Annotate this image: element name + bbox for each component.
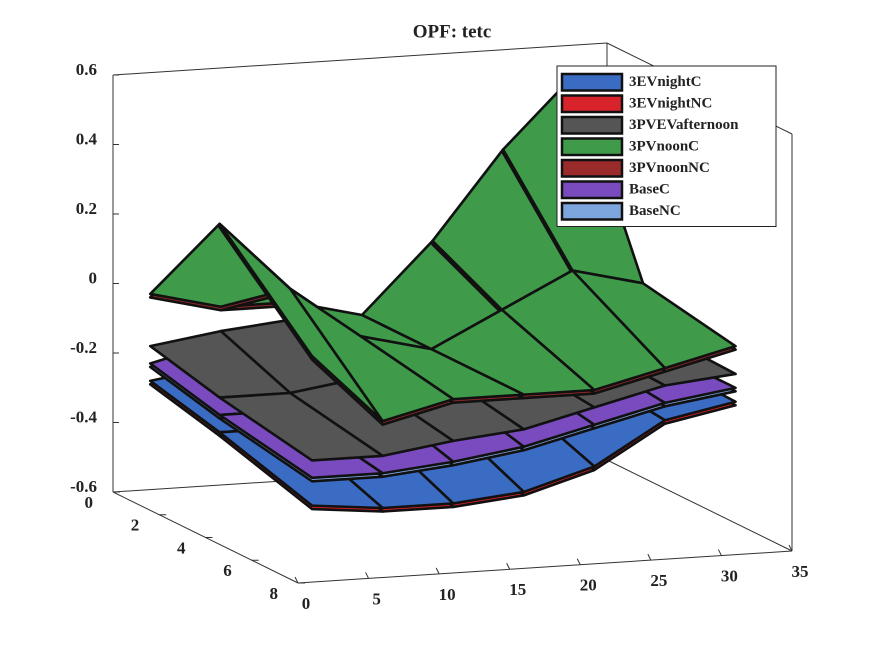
y-tick-label: 6	[223, 561, 232, 580]
legend-swatch	[560, 115, 624, 135]
x-tick-label: 35	[792, 562, 809, 581]
x-tick-label: 0	[302, 594, 311, 613]
z-tick-label: -0.6	[70, 477, 97, 496]
z-tick-label: 0.2	[76, 199, 97, 218]
x-tick-label: 15	[509, 580, 526, 599]
legend-label: 3PVnoonNC	[629, 160, 710, 176]
x-tick	[647, 553, 652, 561]
axis-box-edge	[112, 42, 608, 76]
x-tick	[717, 549, 722, 556]
y-tick-label: 8	[270, 584, 279, 603]
x-tick	[576, 558, 581, 565]
x-tick	[788, 544, 793, 552]
legend-swatch	[560, 201, 624, 221]
legend-swatch	[560, 158, 624, 178]
x-tick	[435, 567, 440, 575]
legend-swatch	[560, 72, 624, 92]
legend-label: 3PVnoonC	[629, 139, 699, 155]
z-tick-label: -0.4	[70, 407, 97, 426]
x-tick	[294, 576, 299, 584]
x-tick-label: 20	[580, 576, 597, 595]
legend-swatch	[560, 137, 624, 157]
legend-swatch	[560, 180, 624, 200]
x-tick-label: 25	[650, 571, 667, 590]
z-tick-label: 0	[89, 268, 98, 287]
legend-label: BaseC	[629, 182, 670, 198]
legend-label: BaseNC	[629, 203, 681, 219]
surface-patch	[218, 222, 384, 423]
y-tick-label: 4	[177, 538, 186, 557]
axis-box-edge	[297, 550, 793, 584]
z-tick-label: 0.6	[76, 60, 97, 79]
x-tick-label: 30	[721, 566, 738, 585]
surface-patch	[218, 391, 384, 462]
chart-title: OPF: tetc	[413, 21, 492, 42]
z-tick-label: 0.4	[76, 129, 98, 148]
y-tick-label: 0	[85, 493, 94, 512]
legend-swatch	[560, 94, 624, 114]
x-tick	[365, 572, 370, 579]
legend-label: 3EVnightC	[629, 74, 702, 90]
y-tick-label: 2	[131, 516, 140, 535]
z-tick-label: -0.2	[70, 338, 97, 357]
x-tick	[506, 563, 511, 570]
legend-label: 3PVEVafternoon	[629, 117, 739, 133]
x-tick-label: 10	[439, 585, 456, 604]
legend-label: 3EVnightNC	[629, 96, 712, 112]
axis-box-edge	[606, 459, 793, 552]
x-tick-label: 5	[372, 589, 381, 608]
